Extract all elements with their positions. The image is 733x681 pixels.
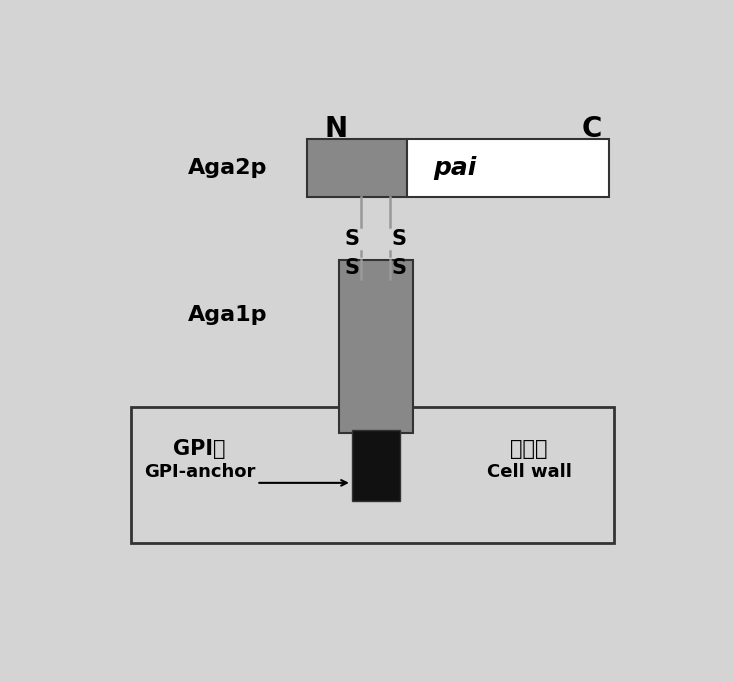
Bar [407,140,608,197]
Text: N: N [324,115,347,143]
Text: Aga2p: Aga2p [188,158,268,178]
Text: Cell wall: Cell wall [487,463,572,481]
Bar [352,430,400,501]
Text: S: S [345,258,360,278]
Text: C: C [581,115,602,143]
Text: 细胞壁: 细胞壁 [510,439,548,459]
Text: pai: pai [433,156,477,180]
Bar [339,260,413,433]
Text: GPI-anchor: GPI-anchor [144,463,255,481]
Text: S: S [391,258,407,278]
Text: S: S [345,229,360,249]
Text: S: S [391,229,407,249]
Text: GPI锁: GPI锁 [173,439,226,459]
Bar [131,407,614,543]
Text: Aga1p: Aga1p [188,305,268,325]
Bar [308,140,407,197]
